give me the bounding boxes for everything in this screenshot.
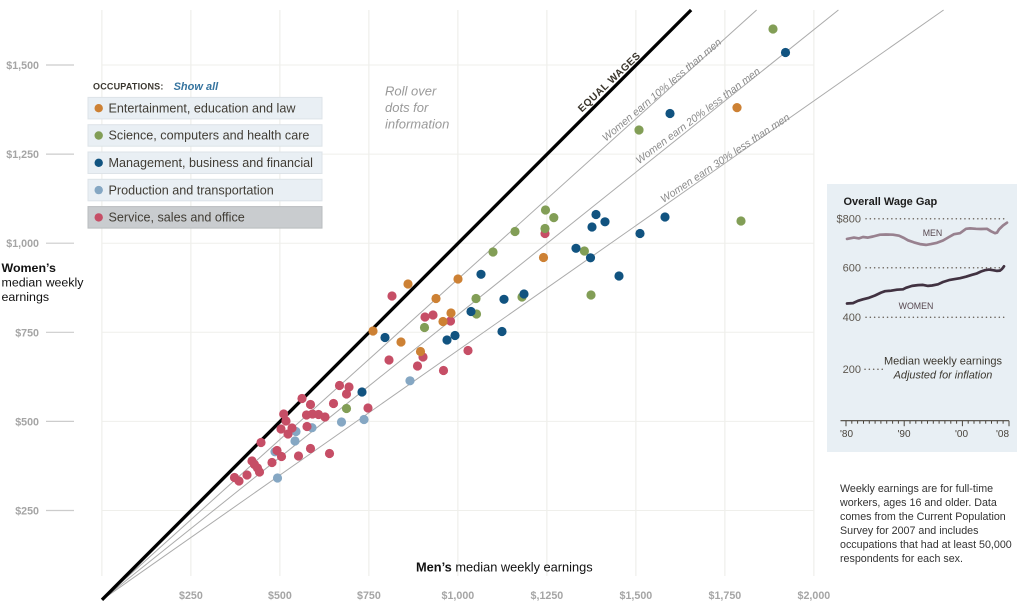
svg-text:'80: '80 (840, 429, 853, 440)
svg-text:$500: $500 (268, 590, 292, 602)
svg-text:WOMEN: WOMEN (899, 301, 934, 311)
svg-text:$800: $800 (837, 214, 861, 226)
svg-text:$2,000: $2,000 (798, 590, 831, 602)
svg-text:Adjusted for inflation: Adjusted for inflation (893, 370, 993, 382)
svg-text:information: information (385, 116, 449, 131)
svg-text:Service, sales and office: Service, sales and office (109, 211, 245, 225)
svg-text:comes from the Current Populat: comes from the Current Population (840, 511, 1006, 523)
svg-text:Median weekly earnings: Median weekly earnings (884, 356, 1003, 368)
svg-text:Science, computers and health: Science, computers and health care (109, 129, 310, 143)
svg-text:Survey for 2007 and includes: Survey for 2007 and includes (840, 525, 978, 537)
svg-text:$250: $250 (15, 506, 39, 518)
svg-text:Show all: Show all (174, 81, 220, 93)
svg-text:Weekly earnings are for full-t: Weekly earnings are for full-time (840, 483, 993, 495)
svg-text:median weekly: median weekly (2, 275, 85, 289)
svg-text:$1,500: $1,500 (6, 60, 39, 72)
svg-text:earnings: earnings (2, 290, 50, 304)
svg-text:$750: $750 (15, 327, 39, 339)
svg-text:MEN: MEN (923, 228, 943, 238)
svg-text:workers, ages 16 and older. Da: workers, ages 16 and older. Data (839, 497, 997, 509)
svg-text:$1,750: $1,750 (709, 590, 742, 602)
svg-text:$1,500: $1,500 (620, 590, 653, 602)
svg-text:'08: '08 (996, 429, 1009, 440)
svg-text:Production and transportation: Production and transportation (109, 183, 274, 197)
svg-text:$1,250: $1,250 (6, 149, 39, 161)
svg-text:Men’s median weekly earnings: Men’s median weekly earnings (416, 560, 593, 575)
svg-text:$750: $750 (357, 590, 381, 602)
svg-text:occupations that had at least: occupations that had at least 50,000 (840, 539, 1012, 551)
svg-text:respondents for each sex.: respondents for each sex. (840, 553, 963, 565)
svg-text:OCCUPATIONS:: OCCUPATIONS: (93, 82, 164, 92)
svg-text:400: 400 (843, 312, 861, 324)
svg-text:$1,000: $1,000 (442, 590, 475, 602)
svg-text:Women’s: Women’s (2, 261, 56, 275)
svg-text:Roll over: Roll over (385, 84, 437, 99)
svg-text:dots for: dots for (385, 100, 429, 115)
svg-text:$500: $500 (15, 416, 39, 428)
svg-text:'90: '90 (897, 429, 910, 440)
svg-text:Overall Wage Gap: Overall Wage Gap (844, 196, 938, 208)
svg-text:600: 600 (843, 263, 861, 275)
svg-text:200: 200 (843, 364, 861, 376)
svg-text:$,1250: $,1250 (531, 590, 564, 602)
svg-text:Entertainment, education and l: Entertainment, education and law (109, 101, 297, 115)
svg-text:$250: $250 (179, 590, 203, 602)
svg-text:'00: '00 (955, 429, 968, 440)
svg-text:$1,000: $1,000 (6, 238, 39, 250)
svg-text:Management, business and finan: Management, business and financial (109, 156, 313, 170)
